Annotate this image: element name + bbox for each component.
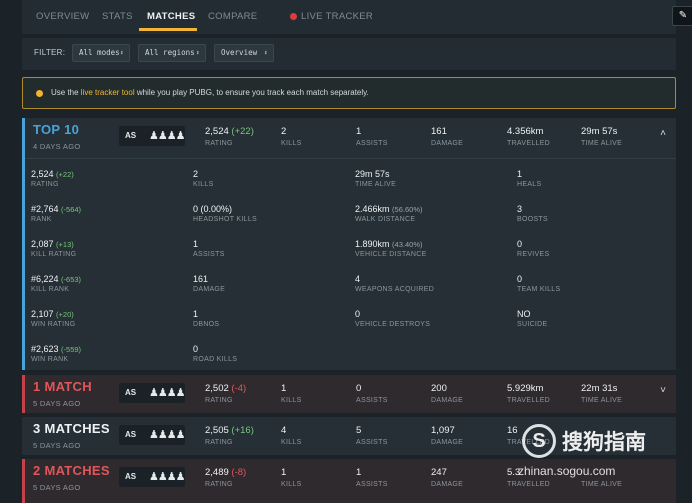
live-indicator-icon bbox=[290, 13, 297, 20]
detail-damage: 161 DAMAGE bbox=[193, 274, 226, 293]
live-tracker-notice: Use the live tracker tool while you play… bbox=[22, 77, 676, 109]
detail-headshot-kills: 0 (0.00%) HEADSHOT KILLS bbox=[193, 204, 257, 223]
detail-rank: #2,764 (-564) RANK bbox=[31, 204, 82, 223]
region-select[interactable]: All regions ⬍ bbox=[138, 44, 206, 62]
detail-boosts: 3 BOOSTS bbox=[517, 204, 548, 223]
edit-button[interactable]: ✎ bbox=[672, 6, 692, 26]
region-badge: AS ♟♟♟♟ bbox=[119, 467, 185, 487]
summary-kills: 1 bbox=[281, 467, 287, 478]
detail-road-kills: 0 ROAD KILLS bbox=[193, 344, 238, 363]
summary-assists: 5 bbox=[356, 425, 362, 436]
match-expanded: TOP 10 4 DAYS AGO AS ♟♟♟♟ 2,524 (+22) RA… bbox=[22, 118, 676, 370]
top-nav: OVERVIEW STATS MATCHES COMPARE LIVE TRAC… bbox=[22, 0, 692, 34]
summary-kills: 2 bbox=[281, 126, 287, 137]
squad-icon: ♟♟♟♟ bbox=[149, 387, 185, 399]
region-badge: AS ♟♟♟♟ bbox=[119, 383, 185, 403]
squad-icon: ♟♟♟♟ bbox=[149, 471, 185, 483]
sogou-watermark: S 搜狗指南 zhinan.sogou.com bbox=[512, 418, 682, 488]
summary-rating: 2,524 (+22) bbox=[205, 126, 254, 137]
match-time-ago: 5 DAYS AGO bbox=[33, 441, 81, 450]
summary-time-alive: 29m 57s bbox=[581, 126, 618, 137]
match-place: 2 MATCHES bbox=[33, 463, 110, 478]
summary-travelled: 16 bbox=[507, 425, 518, 436]
chevron-updown-icon: ⬍ bbox=[263, 49, 268, 57]
detail-revives: 0 REVIVES bbox=[517, 239, 550, 258]
match-place: 1 MATCH bbox=[33, 379, 92, 394]
detail-win-rank: #2,623 (-559) WIN RANK bbox=[31, 344, 82, 363]
chevron-up-icon[interactable]: ˄ bbox=[660, 128, 666, 139]
tab-live-tracker[interactable]: LIVE TRACKER bbox=[301, 11, 374, 22]
detail-weapons-acquired: 4 WEAPONS ACQUIRED bbox=[355, 274, 435, 293]
match-row[interactable]: 2 MATCHES 5 DAYS AGO AS ♟♟♟♟ 2,489 (-8) R… bbox=[22, 459, 676, 503]
view-select[interactable]: Overview ⬍ bbox=[214, 44, 274, 62]
detail-team-kills: 0 TEAM KILLS bbox=[517, 274, 561, 293]
filter-bar: FILTER: All modes ⬍ All regions ⬍ Overview… bbox=[22, 38, 676, 70]
summary-damage: 161 bbox=[431, 126, 447, 137]
detail-kills: 2 KILLS bbox=[193, 169, 214, 188]
summary-kills: 1 bbox=[281, 383, 287, 394]
summary-travelled: 5.929km bbox=[507, 383, 544, 394]
summary-rating: 2,489 (-8) bbox=[205, 467, 247, 478]
active-tab-underline bbox=[139, 28, 197, 31]
summary-rating: 2,505 (+16) bbox=[205, 425, 254, 436]
detail-vehicle-distance: 1.890km (43.40%) VEHICLE DISTANCE bbox=[355, 239, 427, 258]
summary-damage: 200 bbox=[431, 383, 447, 394]
detail-rating: 2,524 (+22) RATING bbox=[31, 169, 74, 188]
info-dot-icon bbox=[36, 90, 43, 97]
summary-travelled: 4.356km bbox=[507, 126, 544, 137]
squad-icon: ♟♟♟♟ bbox=[149, 130, 185, 142]
summary-travelled: 5.3 bbox=[507, 467, 521, 478]
summary-damage: 1,097 bbox=[431, 425, 455, 436]
match-place: TOP 10 bbox=[33, 122, 80, 137]
chevron-updown-icon: ⬍ bbox=[119, 49, 124, 57]
chevron-updown-icon: ⬍ bbox=[195, 49, 200, 57]
sogou-logo-icon: S bbox=[522, 424, 556, 458]
chevron-down-icon[interactable]: ˅ bbox=[660, 385, 666, 396]
detail-kill-rank: #6,224 (-653) KILL RANK bbox=[31, 274, 82, 293]
detail-assists: 1 ASSISTS bbox=[193, 239, 225, 258]
detail-time-alive: 29m 57s TIME ALIVE bbox=[355, 169, 397, 188]
summary-kills: 4 bbox=[281, 425, 287, 436]
summary-assists: 0 bbox=[356, 383, 362, 394]
detail-suicide: NO SUICIDE bbox=[517, 309, 548, 328]
tab-matches[interactable]: MATCHES bbox=[147, 11, 196, 22]
squad-icon: ♟♟♟♟ bbox=[149, 429, 185, 441]
watermark-text: 搜狗指南 bbox=[562, 431, 646, 454]
match-place: 3 MATCHES bbox=[33, 421, 110, 436]
detail-walk-distance: 2.466km (56.60%) WALK DISTANCE bbox=[355, 204, 423, 223]
pencil-icon: ✎ bbox=[678, 10, 688, 21]
match-time-ago: 5 DAYS AGO bbox=[33, 483, 81, 492]
match-details: 2,524 (+22) RATING #2,764 (-564) RANK 2,08… bbox=[25, 158, 676, 370]
detail-kill-rating: 2,087 (+13) KILL RATING bbox=[31, 239, 77, 258]
live-tracker-link[interactable]: live tracker tool bbox=[80, 88, 135, 97]
summary-assists: 1 bbox=[356, 467, 362, 478]
filter-label: FILTER: bbox=[34, 48, 66, 57]
summary-time-alive: 22m 31s bbox=[581, 383, 618, 394]
region-badge: AS ♟♟♟♟ bbox=[119, 425, 185, 445]
detail-win-rating: 2,107 (+20) WIN RATING bbox=[31, 309, 76, 328]
watermark-url: zhinan.sogou.com bbox=[518, 464, 616, 478]
summary-damage: 247 bbox=[431, 467, 447, 478]
match-time-ago: 5 DAYS AGO bbox=[33, 399, 81, 408]
tab-stats[interactable]: STATS bbox=[102, 11, 133, 22]
tab-compare[interactable]: COMPARE bbox=[208, 11, 258, 22]
mode-select[interactable]: All modes ⬍ bbox=[72, 44, 130, 62]
match-time-ago: 4 DAYS AGO bbox=[33, 142, 81, 151]
region-badge: AS ♟♟♟♟ bbox=[119, 126, 185, 146]
summary-assists: 1 bbox=[356, 126, 362, 137]
detail-heals: 1 HEALS bbox=[517, 169, 542, 188]
tab-overview[interactable]: OVERVIEW bbox=[36, 11, 90, 22]
detail-dbnos: 1 DBNOS bbox=[193, 309, 220, 328]
summary-rating: 2,502 (-4) bbox=[205, 383, 247, 394]
detail-vehicle-destroys: 0 VEHICLE DESTROYS bbox=[355, 309, 431, 328]
match-row[interactable]: 1 MATCH 5 DAYS AGO AS ♟♟♟♟ 2,502 (-4) RAT… bbox=[22, 375, 676, 413]
